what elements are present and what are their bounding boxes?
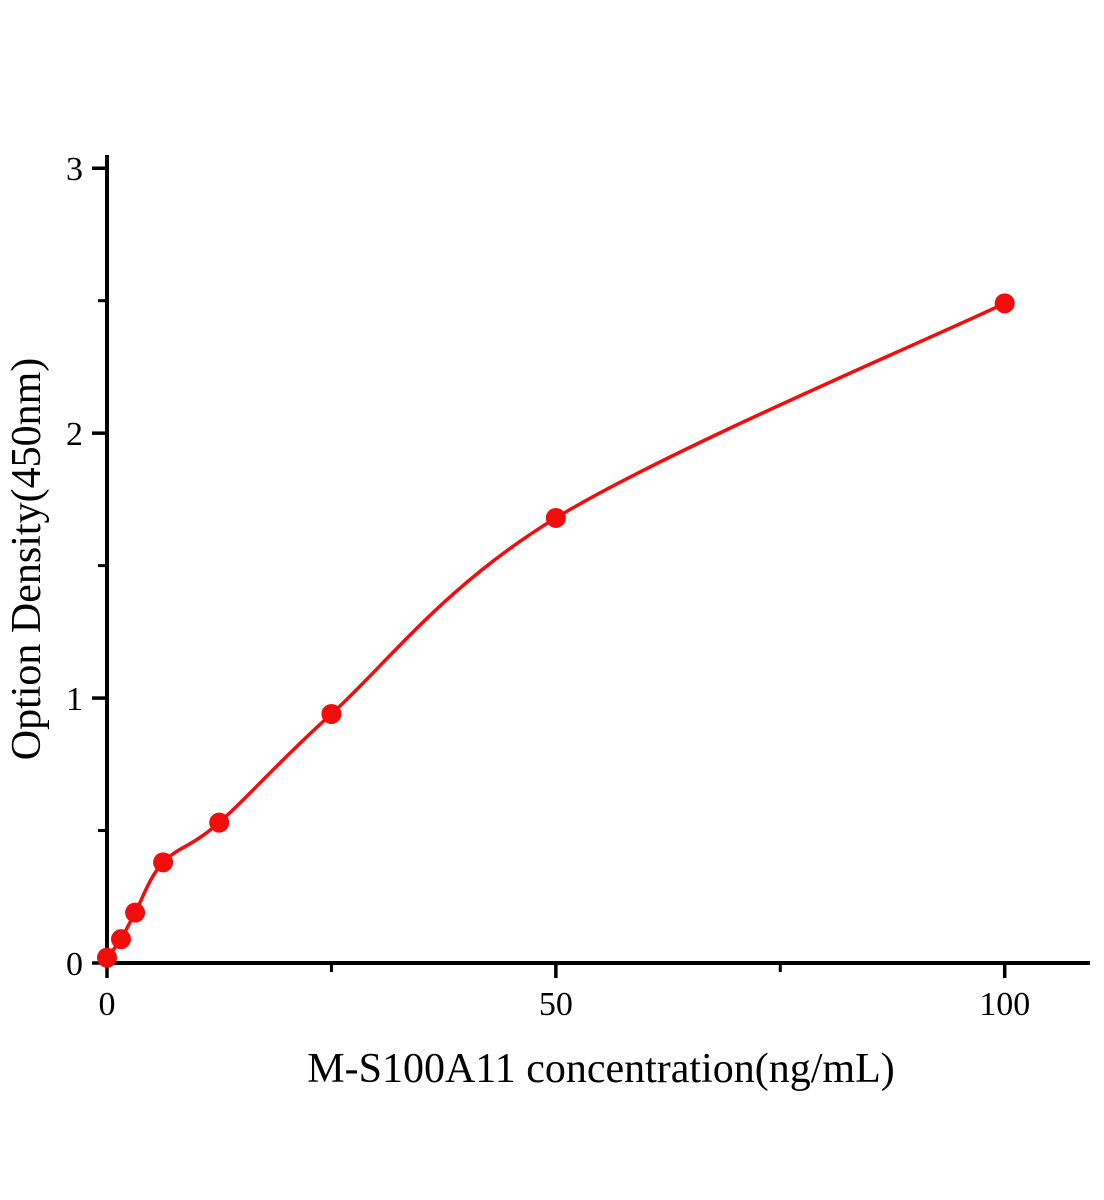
data-point — [97, 947, 117, 968]
data-point — [209, 812, 230, 833]
data-point — [111, 929, 132, 950]
y-tick-label: 3 — [66, 151, 83, 188]
fit-curve — [105, 301, 1007, 960]
x-axis-title: M-S100A11 concentration(ng/mL) — [307, 1046, 895, 1092]
data-point — [321, 703, 342, 724]
data-point — [153, 852, 174, 873]
x-tick-label: 50 — [539, 986, 573, 1023]
x-tick-label: 100 — [979, 986, 1030, 1023]
y-tick-label: 1 — [66, 681, 83, 718]
y-tick-label: 0 — [66, 946, 83, 983]
data-point — [994, 293, 1015, 314]
y-axis-title: Option Density(450nm) — [4, 358, 50, 760]
data-point — [545, 507, 566, 528]
data-point — [125, 902, 146, 923]
x-tick-label: 0 — [99, 986, 116, 1023]
y-tick-label: 2 — [66, 416, 83, 453]
